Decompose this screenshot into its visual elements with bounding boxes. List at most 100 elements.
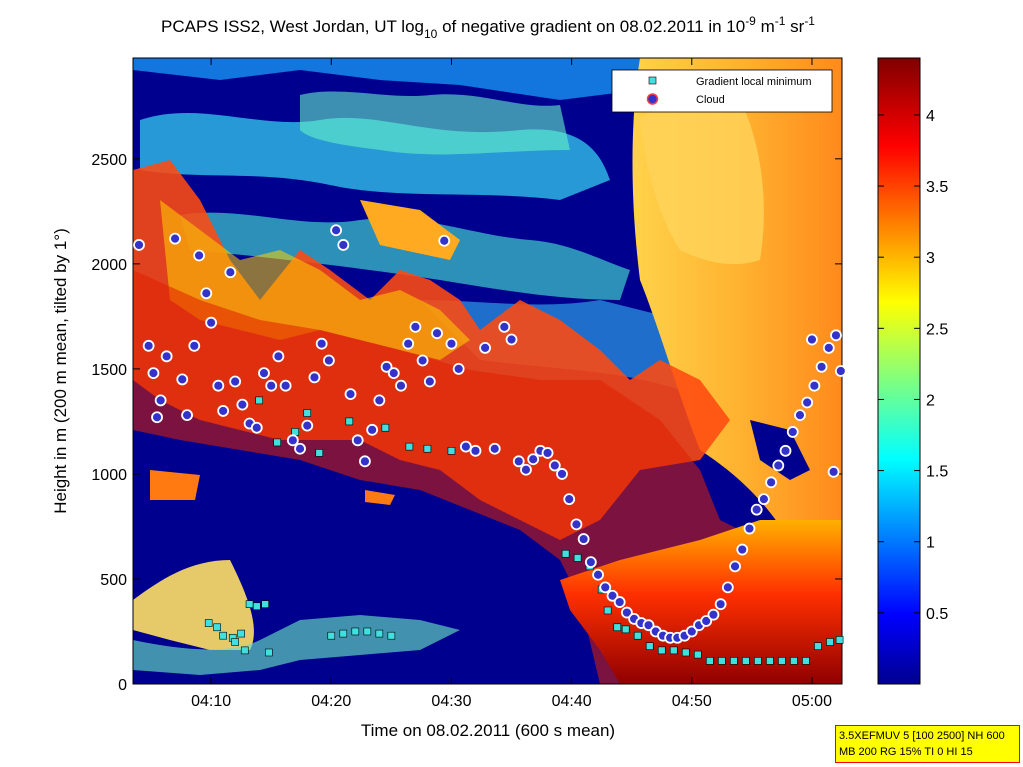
cloud-marker [479, 341, 491, 354]
cloud-marker [315, 337, 328, 350]
cloud-marker [359, 455, 371, 468]
gradient-minimum-marker [826, 638, 834, 646]
cloud-marker [351, 434, 364, 447]
cloud-marker [387, 367, 400, 380]
legend-entry-gradient-local-minimum: Gradient local minimum [696, 76, 812, 88]
cloud-marker [151, 411, 163, 424]
y-axis-label: Height in m (200 m mean, tilted by 1°) [51, 228, 70, 514]
gradient-minimum-marker [802, 657, 810, 665]
x-tick-label: 04:40 [552, 693, 592, 710]
gradient-minimum-marker [387, 631, 396, 640]
cloud-marker [205, 316, 218, 329]
cloud-marker [344, 388, 357, 401]
cloud-marker [445, 337, 458, 350]
gradient-minimum-marker [255, 396, 263, 405]
cloud-marker [258, 367, 270, 380]
cloud-marker [188, 339, 201, 352]
cloud-marker [373, 394, 386, 407]
y-tick-label: 0 [118, 677, 127, 694]
cloud-marker [606, 589, 619, 602]
cloud-marker [563, 493, 576, 506]
cloud-marker [366, 423, 379, 436]
cloud-marker [272, 350, 285, 363]
cloud-marker [294, 442, 306, 455]
cloud-marker [750, 503, 763, 516]
colorbar-tick-label: 2 [926, 392, 935, 409]
cloud-marker [181, 409, 193, 422]
gradient-minimum-marker [345, 417, 354, 426]
cloud-marker [527, 453, 540, 466]
gradient-minimum-marker [252, 602, 261, 611]
gradient-minimum-marker [213, 623, 221, 632]
cloud-marker [423, 375, 436, 388]
colorbar-tick-label: 4 [926, 108, 935, 125]
gradient-minimum-marker [447, 447, 456, 455]
legend: Gradient local minimum Cloud [611, 69, 833, 113]
gradient-minimum-marker [240, 646, 249, 655]
cloud-marker [505, 333, 518, 346]
cloud-marker [147, 367, 160, 380]
cloud-marker [779, 444, 792, 457]
cloud-marker [642, 619, 655, 632]
colorbar-tick-label: 3.5 [926, 179, 948, 196]
gradient-minimum-marker [730, 657, 738, 665]
gradient-minimum-marker [291, 428, 300, 436]
info-line-2: MB 200 RG 15% TI 0 HI 15 [839, 746, 973, 758]
cloud-marker [729, 560, 741, 573]
gradient-minimum-marker [621, 625, 630, 634]
cloud-marker [301, 419, 314, 432]
cloud-marker [498, 320, 511, 333]
y-tick-label: 500 [100, 572, 127, 589]
x-tick-label: 04:20 [311, 693, 351, 710]
cloud-marker [834, 365, 847, 377]
cloud-marker [822, 341, 835, 354]
cloud-marker [815, 360, 828, 373]
gradient-minimum-marker [303, 409, 312, 417]
legend-entry-cloud: Cloud [696, 94, 725, 106]
colorbar-tick-label: 0.5 [926, 606, 948, 623]
cloud-marker [707, 608, 720, 621]
cloud-marker [736, 543, 749, 556]
cloud-marker [193, 249, 205, 262]
cloud-marker [512, 455, 525, 468]
gradient-minimum-marker [231, 638, 239, 646]
gradient-minimum-marker [561, 549, 570, 558]
cloud-marker [765, 476, 777, 489]
cloud-marker [700, 615, 713, 627]
gradient-minimum-marker [219, 631, 227, 640]
cloud-marker [721, 581, 734, 594]
gradient-minimum-marker [339, 629, 348, 638]
cloud-marker [570, 518, 583, 531]
colorbar-tick-label: 3 [926, 250, 935, 267]
cloud-marker [322, 354, 335, 367]
y-tick-label: 1500 [91, 362, 127, 379]
cloud-marker [224, 266, 237, 279]
colorbar-tick-label: 2.5 [926, 321, 948, 338]
gradient-minimum-marker [669, 646, 678, 655]
cloud-marker [613, 596, 626, 608]
cloud-marker [469, 444, 482, 457]
cloud-marker [142, 339, 155, 352]
cloud-marker [743, 522, 756, 535]
gradient-minimum-marker [645, 642, 654, 650]
cloud-marker [772, 459, 785, 472]
y-tick-label: 2500 [91, 152, 127, 169]
cloud-marker [620, 606, 633, 619]
gradient-minimum-marker [633, 631, 642, 640]
cloud-marker [212, 379, 225, 392]
x-tick-label: 04:30 [431, 693, 471, 710]
x-axis-label: Time on 08.02.2011 (600 s mean) [361, 721, 615, 740]
cloud-marker [160, 350, 173, 363]
gradient-minimum-marker [706, 657, 714, 665]
y-tick-label: 1000 [91, 467, 127, 484]
gradient-minimum-marker [742, 657, 750, 665]
gradient-minimum-marker [835, 636, 844, 644]
gradient-minimum-marker [790, 657, 798, 665]
info-box: 3.5XEFMUV 5 [100 2500] NH 600 MB 200 RG … [835, 725, 1020, 763]
colorbar-gradient [877, 57, 921, 685]
cloud-marker [217, 405, 230, 417]
cloud-marker [786, 426, 799, 438]
gradient-minimum-marker [351, 627, 360, 636]
cloud-marker [592, 568, 604, 581]
